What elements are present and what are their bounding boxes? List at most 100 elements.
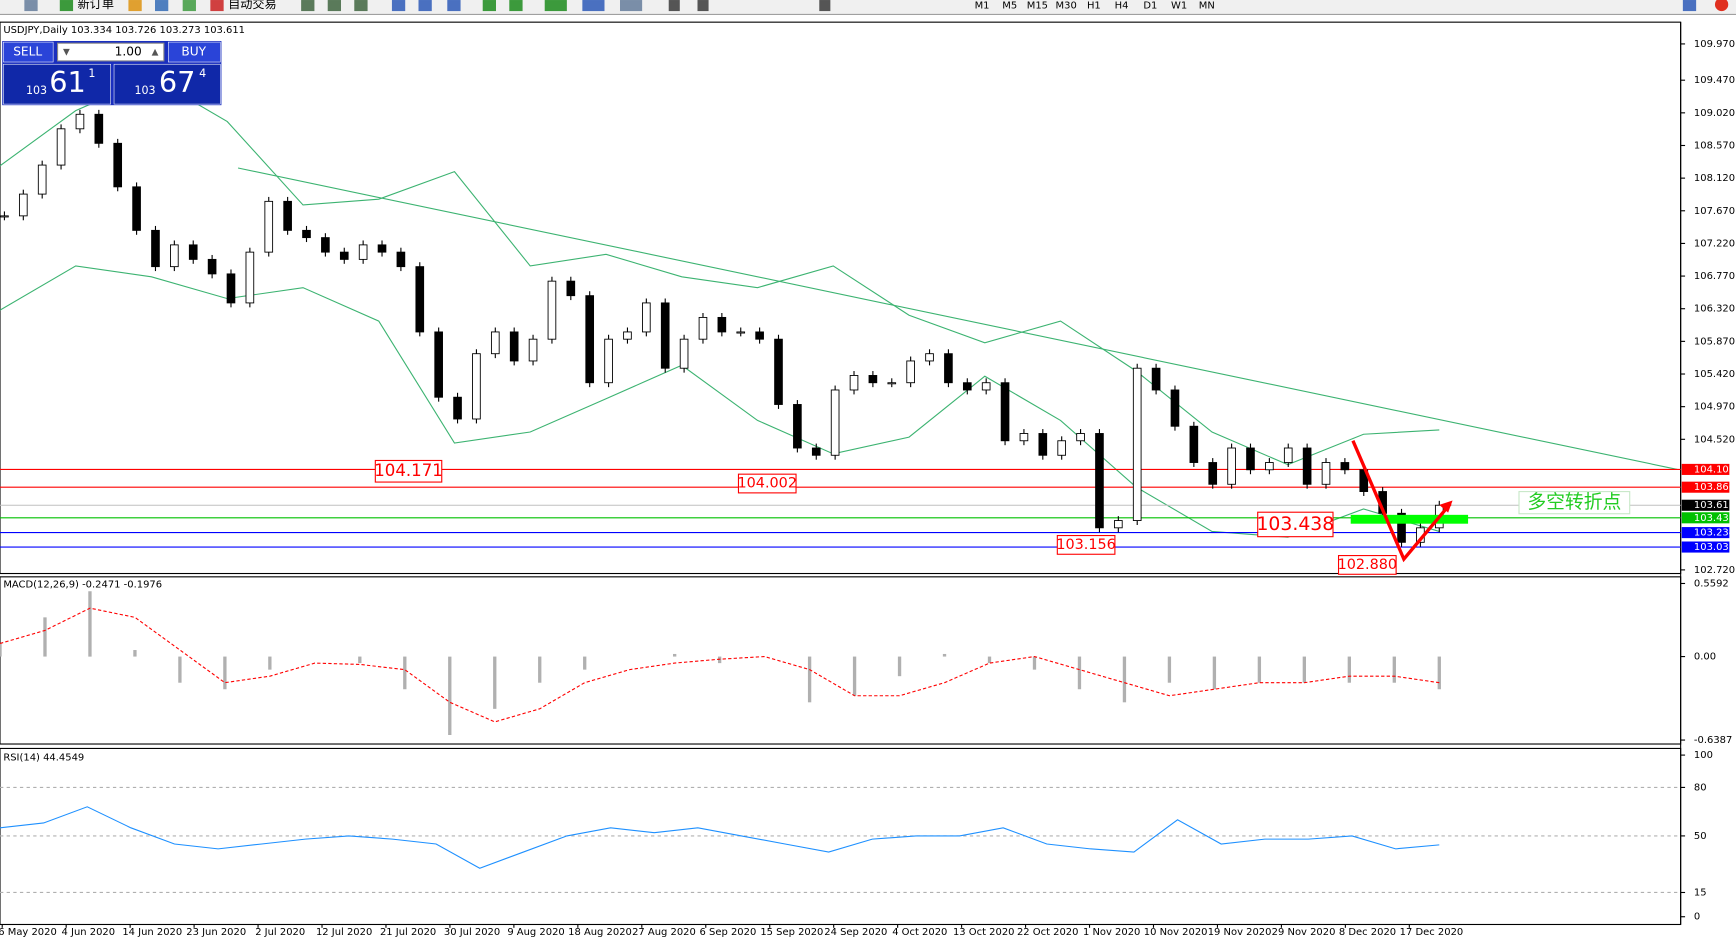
candle xyxy=(37,164,47,195)
search[interactable] xyxy=(1682,0,1697,12)
auto-trading-icon[interactable] xyxy=(210,0,224,12)
candle xyxy=(396,251,406,268)
arrow-head xyxy=(1439,500,1453,513)
candle xyxy=(774,338,783,405)
x-tick-label: 27 Aug 2020 xyxy=(632,927,696,938)
x-tick-label: 4 Jun 2020 xyxy=(62,927,116,938)
candle xyxy=(1321,462,1331,485)
y-tick-label: 80 xyxy=(1694,782,1707,793)
ask-box[interactable] xyxy=(113,63,221,105)
buy-button[interactable] xyxy=(168,41,221,63)
lot-up[interactable]: ▲ xyxy=(152,48,159,58)
candle xyxy=(472,353,481,420)
x-tick-label: 6 Sep 2020 xyxy=(700,927,757,938)
y-tick-label: 100 xyxy=(1694,750,1713,761)
zoom-in[interactable] xyxy=(391,0,406,12)
candle xyxy=(604,338,613,384)
lot-field[interactable] xyxy=(57,42,165,62)
timeframe-button[interactable]: W1 xyxy=(1171,1,1187,12)
candle xyxy=(642,302,651,333)
toolbar-icon[interactable] xyxy=(301,0,315,12)
x-tick-label: 30 Jul 2020 xyxy=(444,927,500,938)
y-tick-label: 108.120 xyxy=(1694,173,1735,184)
candle xyxy=(226,273,236,304)
timeframe-button[interactable]: M15 xyxy=(1027,1,1048,12)
timeframe-button[interactable]: H4 xyxy=(1115,1,1129,12)
toolbar-icon[interactable] xyxy=(155,0,169,12)
ask-small: 4 xyxy=(199,67,206,80)
candle xyxy=(1283,447,1293,463)
toolbar-icon[interactable] xyxy=(354,0,368,12)
indicators-menu[interactable] xyxy=(544,0,567,12)
toolbar-icon[interactable] xyxy=(482,0,496,12)
text-tool[interactable] xyxy=(819,0,831,12)
toolbar-icon[interactable] xyxy=(327,0,341,12)
auto-trading-button[interactable]: 自动交易 xyxy=(228,0,277,11)
buy-label: BUY xyxy=(181,45,206,59)
y-tick-label: 107.220 xyxy=(1694,238,1735,249)
toolbar-icon[interactable] xyxy=(509,0,523,12)
y-tick-label: 109.020 xyxy=(1694,108,1735,119)
y-tick-label: 104.970 xyxy=(1694,402,1735,413)
timeframe-button[interactable]: D1 xyxy=(1143,1,1157,12)
level-label: 104.105 xyxy=(1694,464,1735,475)
y-tick-label: 0.00 xyxy=(1694,652,1716,663)
notifications[interactable] xyxy=(1714,0,1729,12)
toolbar-icon[interactable] xyxy=(182,0,196,12)
macd-pane xyxy=(0,576,1682,745)
x-tick-label: 13 Oct 2020 xyxy=(953,927,1015,938)
candle xyxy=(453,396,462,420)
templates-menu[interactable] xyxy=(620,0,643,12)
candle xyxy=(1057,440,1067,456)
y-tick-label: 109.470 xyxy=(1694,75,1735,86)
x-tick-label: 2 Jul 2020 xyxy=(255,927,305,938)
x-tick-label: 17 Dec 2020 xyxy=(1400,927,1464,938)
lot-down[interactable]: ▼ xyxy=(63,48,70,58)
timeframe-button[interactable]: M5 xyxy=(1002,1,1017,12)
bid-box[interactable] xyxy=(3,63,111,105)
level-label-bg xyxy=(1681,541,1730,553)
candle xyxy=(18,193,28,217)
candle xyxy=(1265,462,1274,471)
candle xyxy=(962,382,972,391)
annotation-label: 103.156 xyxy=(1056,537,1115,553)
timeframe-button[interactable]: M30 xyxy=(1056,1,1077,12)
candle xyxy=(302,229,311,239)
cursor-tool[interactable] xyxy=(668,0,680,12)
candle xyxy=(585,295,595,384)
new-order-button[interactable]: 新订单 xyxy=(78,0,114,11)
candle xyxy=(1397,512,1406,543)
toolbar-icon[interactable] xyxy=(128,0,142,12)
trendline xyxy=(237,167,1678,470)
timeframe-button[interactable]: M1 xyxy=(975,1,990,12)
new-order-icon[interactable] xyxy=(59,0,74,12)
x-tick-label: 8 Dec 2020 xyxy=(1339,927,1396,938)
candle xyxy=(0,215,9,218)
candle xyxy=(944,353,953,384)
tile-windows[interactable] xyxy=(447,0,461,12)
x-tick-label: 9 Aug 2020 xyxy=(507,927,564,938)
zoom-out[interactable] xyxy=(418,0,432,12)
candle xyxy=(151,229,160,268)
sell-button[interactable] xyxy=(3,41,54,63)
candle xyxy=(1302,447,1312,485)
x-tick-label: 21 Jul 2020 xyxy=(380,927,436,938)
y-tick-label: 15 xyxy=(1694,887,1707,898)
level-label-bg xyxy=(1681,527,1730,539)
candle xyxy=(1340,462,1350,471)
level-label-bg xyxy=(1681,481,1730,493)
candle xyxy=(113,142,123,188)
crosshair-tool[interactable] xyxy=(697,0,709,12)
y-tick-label: 104.520 xyxy=(1694,434,1735,445)
toolbar-icon[interactable] xyxy=(24,0,38,12)
periods-menu[interactable] xyxy=(582,0,605,12)
x-tick-label: 26 May 2020 xyxy=(0,927,57,938)
candle xyxy=(56,128,66,166)
y-tick-label: 106.320 xyxy=(1694,304,1735,315)
timeframe-button[interactable]: MN xyxy=(1199,1,1215,12)
candle xyxy=(339,251,349,260)
candle xyxy=(717,316,727,333)
timeframe-button[interactable]: H1 xyxy=(1087,1,1101,12)
candle xyxy=(509,331,519,362)
